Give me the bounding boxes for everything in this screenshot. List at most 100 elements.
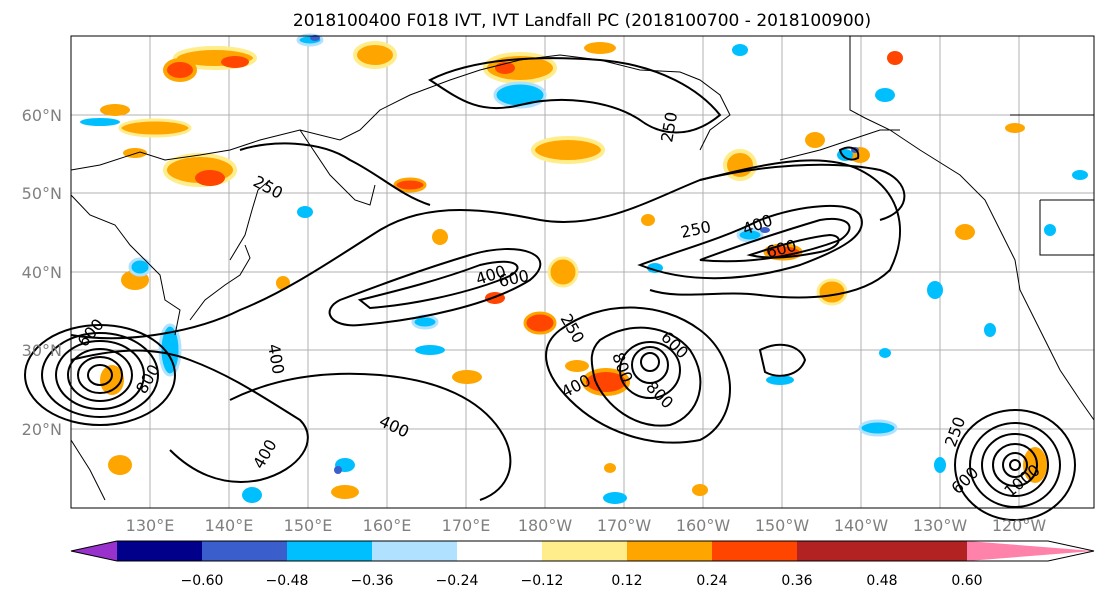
contour-250-north: [239, 142, 431, 206]
north-america-coast: [849, 36, 1095, 421]
contour-600-cyclone: [590, 326, 702, 427]
contour-hurricane-1: [969, 422, 1061, 508]
pc-patch: [531, 136, 605, 164]
pc-patch: [158, 323, 182, 377]
contour-typhoon-5: [87, 364, 113, 386]
colorbar-segment: [117, 541, 202, 561]
lon-label: 150°E: [284, 516, 333, 535]
pc-patch: [547, 256, 579, 288]
lat-label: 20°N: [22, 420, 62, 439]
pc-patch: [523, 311, 557, 335]
colorbar-tick-label: 0.60: [951, 573, 982, 589]
contour-800-east: [746, 233, 840, 259]
contour-400-mid: [229, 372, 512, 501]
colorbar-tick-label: 0.36: [781, 573, 812, 589]
colorbar-segment: [627, 541, 712, 561]
lon-label: 170°E: [442, 516, 491, 535]
contour-250: [70, 159, 901, 340]
positive-pc-patches: [100, 41, 1047, 499]
pc-patch: [604, 463, 616, 473]
pc-patch: [927, 281, 943, 299]
pc-patch: [1023, 447, 1047, 483]
contour-hurricane-4: [1002, 452, 1028, 478]
lon-label: 130°E: [126, 516, 175, 535]
pc-patch: [297, 206, 313, 218]
pc-patch: [641, 214, 655, 226]
lon-label: 140°W: [834, 516, 889, 535]
pc-patch: [955, 224, 975, 240]
kamchatka-coast: [299, 129, 376, 206]
contour-250-small: [758, 343, 807, 377]
ivt-contours: [24, 57, 1076, 521]
lat-label: 50°N: [22, 184, 62, 203]
colorbar-ticks: −0.60 −0.48 −0.36 −0.24 −0.12 0.12 0.24 …: [181, 573, 983, 589]
contour-typhoon-2: [55, 340, 145, 410]
pc-patch: [984, 323, 996, 337]
contour-1000-cyclone: [631, 346, 669, 384]
pc-patch: [118, 118, 192, 138]
lat-label: 30°N: [22, 341, 62, 360]
pc-patch: [393, 177, 427, 193]
coastlines: [70, 36, 1095, 501]
lon-label: 180°W: [518, 516, 573, 535]
colorbar: −0.60 −0.48 −0.36 −0.24 −0.12 0.12 0.24 …: [70, 540, 1095, 589]
contour-800-cyclone: [619, 341, 681, 399]
sakhalin-coast: [229, 179, 271, 261]
contour-600-jet: [357, 260, 519, 310]
pc-patch: [603, 492, 627, 504]
pc-patch: [766, 375, 794, 385]
pc-shading: [80, 33, 1088, 504]
contour-400-cyclone: [545, 306, 731, 444]
negative-pc-patches: [80, 33, 1088, 504]
pc-patch: [736, 227, 764, 243]
lon-label: 120°W: [992, 516, 1047, 535]
colorbar-outline: [70, 540, 1095, 562]
japan-coast: [189, 244, 251, 321]
pc-patch: [331, 485, 359, 499]
lon-label: 130°W: [913, 516, 968, 535]
colorbar-tick-label: −0.36: [351, 573, 394, 589]
pc-patch: [80, 118, 120, 126]
contour-small-alaska: [838, 146, 860, 161]
pc-patch: [452, 370, 482, 384]
contour-400-east: [637, 205, 863, 280]
contour-400-jet: [328, 248, 542, 327]
lon-label: 160°W: [676, 516, 731, 535]
contour-typhoon-4: [77, 356, 123, 394]
lat-labels: 60°N 50°N 40°N 30°N 20°N: [22, 106, 62, 439]
colorbar-tick-label: −0.48: [266, 573, 309, 589]
contour-400-west: [70, 349, 309, 483]
contour-typhoon-3: [67, 348, 133, 402]
lon-label: 170°W: [597, 516, 652, 535]
contour-250-bering: [428, 57, 722, 134]
colorbar-extend-max: [967, 541, 1094, 561]
colorbar-segment: [372, 541, 457, 561]
colorbar-tick-label: −0.60: [181, 573, 224, 589]
asia-arctic-coast: [70, 54, 731, 171]
colorbar-tick-label: −0.12: [521, 573, 564, 589]
pc-patch: [128, 257, 152, 277]
pc-patch: [493, 81, 547, 109]
colorbar-segment: [882, 541, 967, 561]
pc-patch: [100, 104, 130, 116]
pc-patch: [276, 276, 290, 290]
colorbar-segment: [712, 541, 797, 561]
colorbar-tick-label: 0.24: [696, 573, 727, 589]
lon-label: 150°W: [755, 516, 810, 535]
pc-patch: [353, 41, 397, 69]
colorbar-tick-label: −0.24: [436, 573, 479, 589]
lon-label: 160°E: [363, 516, 412, 535]
pc-patch: [875, 88, 895, 102]
pc-patch: [432, 229, 448, 245]
pc-patch: [242, 487, 262, 503]
state-borders: [1010, 114, 1094, 256]
colorbar-tick-label: 0.48: [866, 573, 897, 589]
pc-patch: [221, 56, 249, 68]
lat-label: 40°N: [22, 263, 62, 282]
alaska-peninsula: [779, 129, 900, 161]
pc-patch: [584, 42, 616, 54]
lon-label: 140°E: [205, 516, 254, 535]
colorbar-segment: [287, 541, 372, 561]
